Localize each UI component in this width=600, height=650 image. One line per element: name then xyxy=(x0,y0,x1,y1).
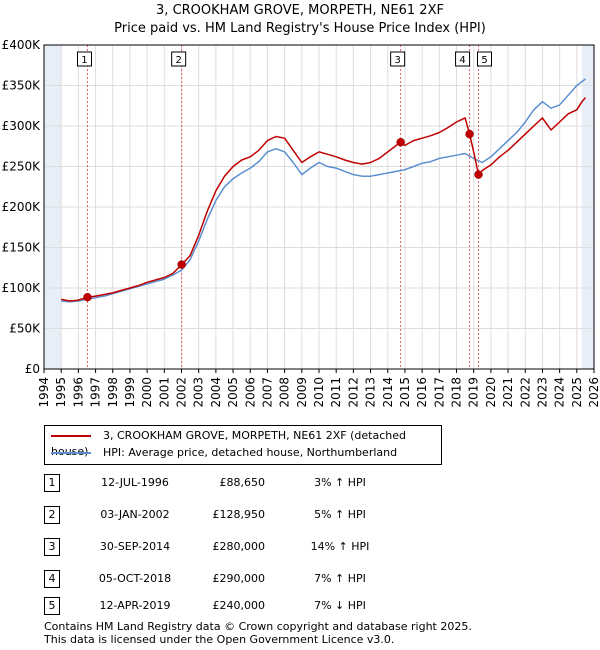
x-tick-label: 2006 xyxy=(243,377,257,408)
chart-legend: 3, CROOKHAM GROVE, MORPETH, NE61 2XF (de… xyxy=(44,425,442,465)
x-tick-label: 2003 xyxy=(192,377,206,408)
sale-number-box xyxy=(390,51,406,67)
transaction-hpi-diff: 7% ↑ HPI xyxy=(314,572,366,585)
sale-number-label: 2 xyxy=(175,55,181,66)
transaction-date: 12-JUL-1996 xyxy=(101,476,169,489)
x-tick-label: 2024 xyxy=(553,377,567,408)
sale-number-label: 3 xyxy=(394,55,400,66)
table-row: 2 03-JAN-2002 £128,950 5% ↑ HPI xyxy=(40,506,440,526)
y-tick-label: £50K xyxy=(9,322,41,336)
x-tick-label: 1999 xyxy=(123,377,137,408)
table-row: 5 12-APR-2019 £240,000 7% ↓ HPI xyxy=(40,597,440,617)
transaction-price: £290,000 xyxy=(212,572,266,585)
x-tick-label: 2026 xyxy=(587,377,600,408)
chart-title-line1: 3, CROOKHAM GROVE, MORPETH, NE61 2XF xyxy=(156,3,444,18)
x-tick-label: 2012 xyxy=(346,377,360,408)
transaction-date: 30-SEP-2014 xyxy=(99,540,171,553)
x-tick-label: 2004 xyxy=(209,377,223,408)
x-tick-label: 2018 xyxy=(450,377,464,408)
y-tick-label: £250K xyxy=(2,160,42,174)
price-paid-line xyxy=(61,97,586,302)
transaction-hpi-diff: 14% ↑ HPI xyxy=(310,540,370,553)
x-tick-label: 2007 xyxy=(260,377,274,408)
table-row: 1 12-JUL-1996 £88,650 3% ↑ HPI xyxy=(40,474,440,494)
legend-swatch-hpi xyxy=(51,452,91,454)
x-tick-label: 1996 xyxy=(71,377,85,408)
transaction-price: £240,000 xyxy=(212,599,266,612)
sale-number-box xyxy=(76,51,92,67)
sale-number-box xyxy=(171,51,187,67)
sale-number-label: 1 xyxy=(81,55,87,66)
legend-swatch-price-paid xyxy=(51,435,91,437)
sale-number-label: 4 xyxy=(459,55,465,66)
chart-title-line2: Price paid vs. HM Land Registry's House … xyxy=(114,21,486,36)
y-tick-label: £400K xyxy=(2,38,42,52)
price-chart: 1 2 3 4 5 £0 £50K £100K £150K £200K £250K £300K £35… xyxy=(2,38,600,408)
chart-title: 3, CROOKHAM GROVE, MORPETH, NE61 2XF Pri… xyxy=(0,2,600,38)
x-tick-label: 2021 xyxy=(501,377,515,408)
sale-point xyxy=(474,170,483,179)
transaction-price: £88,650 xyxy=(219,476,266,489)
x-tick-label: 2020 xyxy=(484,377,498,408)
y-tick-label: £0 xyxy=(25,362,40,376)
x-tick-label: 2011 xyxy=(329,377,343,408)
transaction-hpi-diff: 5% ↑ HPI xyxy=(314,508,366,521)
hpi-line xyxy=(61,78,586,303)
transaction-date: 05-OCT-2018 xyxy=(98,572,172,585)
transaction-number: 4 xyxy=(44,570,60,588)
x-tick-label: 2000 xyxy=(140,377,154,408)
x-tick-label: 2019 xyxy=(467,377,481,408)
x-tick-label: 2022 xyxy=(518,377,532,408)
x-tick-label: 2002 xyxy=(175,377,189,408)
x-tick-label: 1998 xyxy=(106,377,120,408)
y-tick-label: £350K xyxy=(2,79,42,93)
x-tick-label: 2005 xyxy=(226,377,240,408)
transaction-hpi-diff: 7% ↓ HPI xyxy=(314,599,366,612)
x-tick-label: 1994 xyxy=(37,377,51,408)
y-tick-label: £200K xyxy=(2,200,42,214)
footer-line1: Contains HM Land Registry data © Crown c… xyxy=(44,620,472,633)
transaction-date: 12-APR-2019 xyxy=(99,599,171,612)
footer-line2: This data is licensed under the Open Gov… xyxy=(44,633,395,646)
sale-point xyxy=(465,129,474,139)
legend-label-price-paid: 3, CROOKHAM GROVE, MORPETH, NE61 2XF (de… xyxy=(51,429,406,458)
sale-point xyxy=(396,137,405,147)
transaction-price: £280,000 xyxy=(212,540,266,553)
transaction-number: 3 xyxy=(44,538,60,556)
table-row: 3 30-SEP-2014 £280,000 14% ↑ HPI xyxy=(40,538,440,558)
sale-point xyxy=(83,292,92,302)
transaction-number: 2 xyxy=(44,506,60,524)
transaction-date: 03-JAN-2002 xyxy=(100,508,170,521)
y-tick-label: £100K xyxy=(2,281,42,295)
x-tick-label: 2010 xyxy=(312,377,326,408)
transaction-number: 1 xyxy=(44,474,60,492)
x-tick-label: 2025 xyxy=(570,377,584,408)
sale-number-label: 5 xyxy=(481,55,487,66)
y-tick-label: £150K xyxy=(2,241,42,255)
x-tick-label: 2015 xyxy=(398,377,412,408)
legend-item-hpi: HPI: Average price, detached house, Nort… xyxy=(51,445,397,461)
footer-attribution: Contains HM Land Registry data © Crown c… xyxy=(44,620,472,646)
x-tick-label: 2008 xyxy=(278,377,292,408)
x-tick-label: 2009 xyxy=(295,377,309,408)
x-tick-label: 1995 xyxy=(54,377,68,408)
legend-item-price-paid: 3, CROOKHAM GROVE, MORPETH, NE61 2XF (de… xyxy=(51,428,441,458)
x-tick-label: 2014 xyxy=(381,377,395,408)
x-tick-label: 2013 xyxy=(364,377,378,408)
sale-point xyxy=(177,260,186,269)
x-tick-label: 1997 xyxy=(89,377,103,408)
plot-frame xyxy=(43,44,595,370)
transaction-price: £128,950 xyxy=(212,508,266,521)
y-tick-label: £300K xyxy=(2,119,42,133)
sale-number-box xyxy=(455,51,471,67)
sale-number-box xyxy=(477,51,492,67)
x-tick-label: 2001 xyxy=(157,377,171,408)
table-row: 4 05-OCT-2018 £290,000 7% ↑ HPI xyxy=(40,570,440,590)
x-tick-label: 2023 xyxy=(535,377,549,408)
transaction-number: 5 xyxy=(44,597,60,615)
x-tick-label: 2016 xyxy=(415,377,429,408)
transaction-hpi-diff: 3% ↑ HPI xyxy=(314,476,366,489)
legend-label-hpi: HPI: Average price, detached house, Nort… xyxy=(103,446,398,459)
x-tick-label: 2017 xyxy=(432,377,446,408)
